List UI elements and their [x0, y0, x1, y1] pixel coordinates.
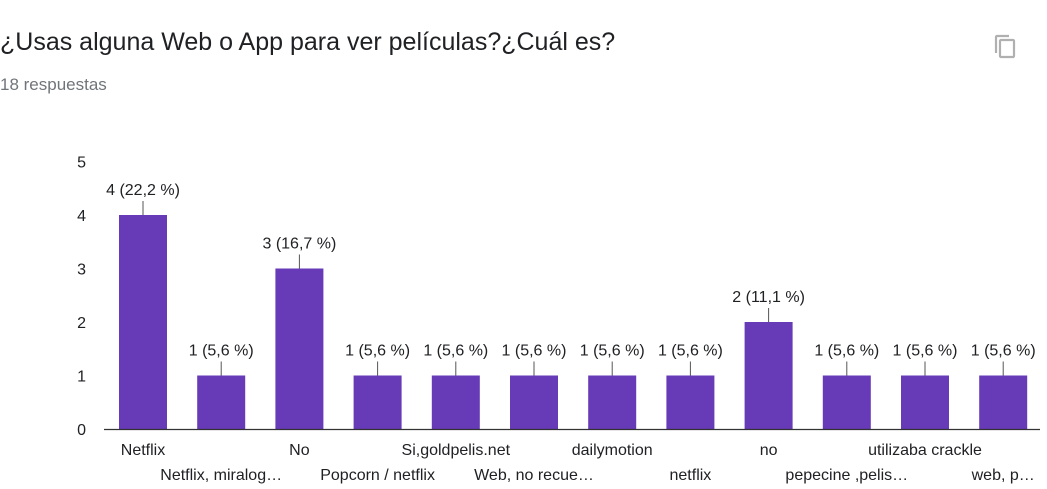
data-label: 1 (5,6 %)	[502, 343, 567, 360]
category-label: pepecine ,pelis…	[785, 467, 908, 484]
category-label: web, p…	[971, 467, 1035, 484]
data-label: 1 (5,6 %)	[423, 343, 488, 360]
data-label: 1 (5,6 %)	[580, 343, 645, 360]
category-label: utilizaba crackle	[868, 442, 982, 459]
y-tick-label: 2	[77, 315, 86, 332]
data-label: 4 (22,2 %)	[106, 182, 180, 199]
y-tick-label: 4	[77, 208, 86, 225]
copy-icon	[994, 34, 1016, 59]
bar	[353, 375, 402, 429]
category-label: Netflix, miralog…	[160, 467, 282, 484]
y-tick-label: 5	[77, 155, 86, 172]
copy-chart-button[interactable]	[990, 30, 1022, 62]
category-label: Popcorn / netflix	[320, 467, 435, 484]
bar	[275, 268, 324, 429]
bar	[431, 375, 480, 429]
response-count: 18 respuestas	[0, 75, 107, 94]
y-tick-label: 0	[77, 422, 86, 439]
chart-title: ¿Usas alguna Web o App para ver película…	[0, 28, 616, 56]
bar	[510, 375, 558, 429]
y-tick-label: 1	[77, 369, 86, 386]
category-label: Web, no recue…	[474, 467, 594, 484]
data-label: 1 (5,6 %)	[345, 343, 410, 360]
category-label: No	[289, 442, 310, 459]
bar	[119, 215, 167, 429]
category-label: no	[760, 442, 778, 459]
category-label: dailymotion	[572, 442, 653, 459]
category-label: Netflix	[121, 442, 165, 459]
bar	[666, 375, 715, 429]
category-label: netflix	[670, 467, 712, 484]
data-label: 1 (5,6 %)	[971, 343, 1036, 360]
data-label: 3 (16,7 %)	[262, 236, 336, 253]
data-label: 2 (11,1 %)	[732, 289, 805, 306]
bar	[744, 322, 793, 429]
bar	[822, 375, 871, 429]
bar	[901, 375, 949, 429]
data-label: 1 (5,6 %)	[893, 343, 958, 360]
data-label: 1 (5,6 %)	[658, 343, 723, 360]
data-label: 1 (5,6 %)	[189, 343, 254, 360]
bar	[588, 375, 637, 429]
category-label: Si,goldpelis.net	[402, 442, 511, 459]
data-label: 1 (5,6 %)	[814, 343, 879, 360]
bar	[979, 375, 1028, 429]
bar	[197, 375, 246, 429]
y-tick-label: 3	[77, 262, 86, 279]
